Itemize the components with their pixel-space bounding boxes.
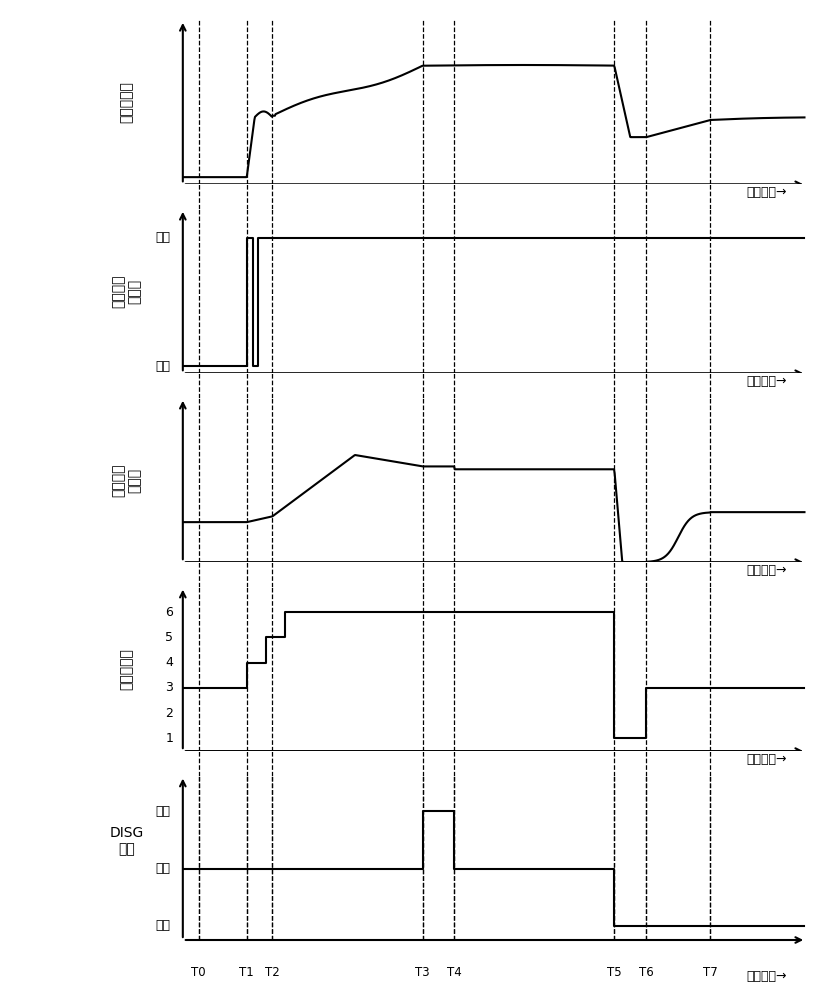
Text: 增加时间→: 增加时间→: [747, 186, 788, 199]
Text: 增加时间→: 增加时间→: [747, 564, 788, 577]
Text: 打开: 打开: [155, 360, 170, 373]
Text: 发动机转速: 发动机转速: [120, 81, 134, 123]
Text: 1: 1: [165, 732, 173, 745]
Text: 关闭: 关闭: [155, 919, 170, 932]
Text: DISG
模式: DISG 模式: [110, 826, 144, 857]
Text: 4: 4: [165, 656, 173, 669]
Text: 速度: 速度: [155, 805, 170, 818]
Text: T2: T2: [265, 966, 280, 979]
Text: T1: T1: [239, 966, 254, 979]
Text: 断开离合
器状态: 断开离合 器状态: [111, 274, 142, 308]
Text: T0: T0: [191, 966, 206, 979]
Text: 2: 2: [165, 707, 173, 720]
Text: 关闭: 关闭: [155, 231, 170, 244]
Text: 5: 5: [165, 631, 173, 644]
Text: 6: 6: [165, 606, 173, 619]
Text: 增加时间→: 增加时间→: [747, 375, 788, 388]
Text: 增加时间→: 增加时间→: [747, 753, 788, 766]
Text: 变速器齿轮: 变速器齿轮: [120, 648, 134, 690]
Text: 3: 3: [165, 681, 173, 694]
Text: T5: T5: [607, 966, 622, 979]
Text: T6: T6: [639, 966, 654, 979]
Text: 增加时间→: 增加时间→: [747, 970, 788, 983]
Text: 驱动器需
求扭矩: 驱动器需 求扭矩: [111, 463, 142, 497]
Text: T4: T4: [447, 966, 462, 979]
Text: T3: T3: [416, 966, 430, 979]
Text: T7: T7: [703, 966, 717, 979]
Text: 扔矩: 扔矩: [155, 862, 170, 875]
